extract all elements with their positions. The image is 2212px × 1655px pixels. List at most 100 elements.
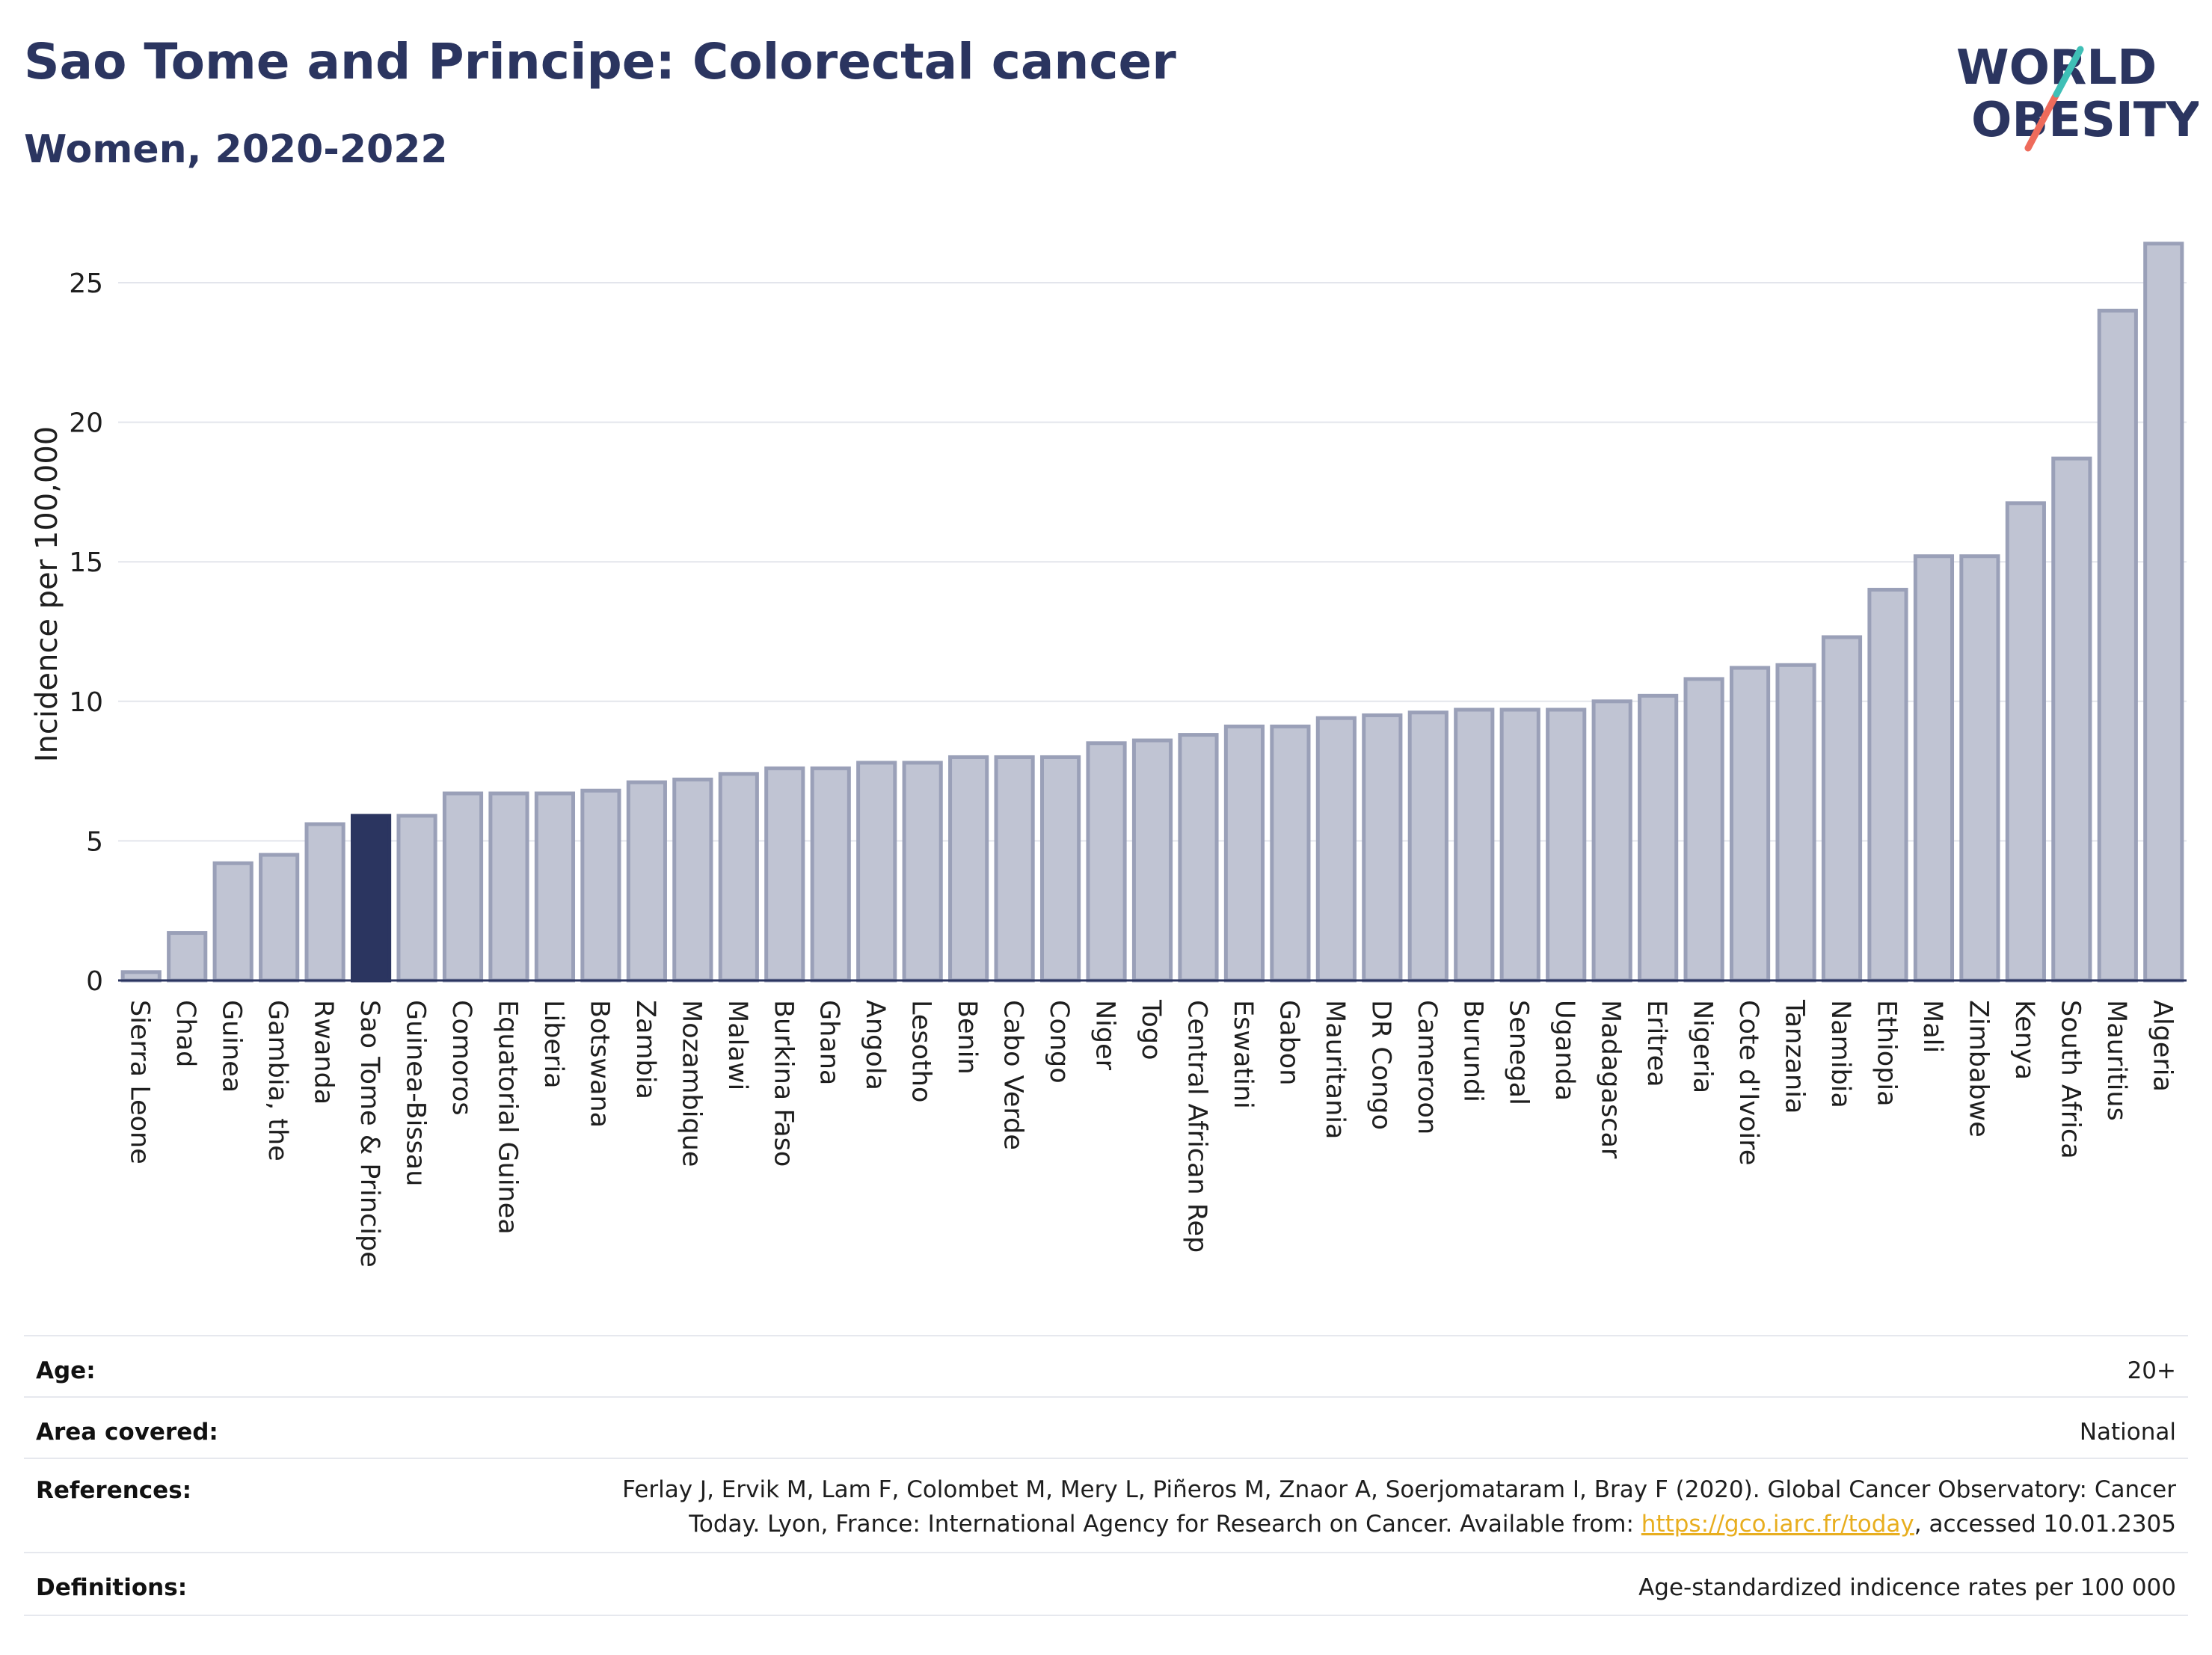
bar	[2143, 242, 2184, 983]
bar	[580, 788, 621, 983]
meta-references-label: References:	[36, 1477, 192, 1504]
x-tick-label: Sierra Leone	[125, 1000, 155, 1164]
reference-link[interactable]: https://gco.iarc.fr/today	[1641, 1511, 1914, 1538]
world-obesity-logo: WORLD OBESITY	[1956, 40, 2199, 152]
x-tick-label: Guinea	[217, 1000, 247, 1093]
bar	[1131, 738, 1173, 983]
x-tick-label: Senegal	[1504, 1000, 1534, 1105]
bar	[1683, 677, 1724, 983]
y-tick-label: 5	[86, 826, 103, 857]
reference-line-2: Today. Lyon, France: International Agenc…	[531, 1507, 2176, 1541]
y-tick-label: 15	[69, 547, 103, 578]
bar	[1959, 554, 2000, 983]
y-tick-label: 10	[69, 687, 103, 718]
bar	[1821, 635, 1863, 983]
x-tick-label: Kenya	[2009, 1000, 2039, 1080]
bar	[2005, 501, 2046, 983]
chart-title: Sao Tome and Principe: Colorectal cancer	[24, 33, 1176, 90]
bar	[1178, 733, 1219, 983]
bar	[304, 822, 345, 983]
bar	[626, 780, 667, 983]
bar	[534, 791, 576, 983]
bar	[167, 931, 208, 983]
x-tick-label: Rwanda	[309, 1000, 339, 1105]
x-tick-label: Gambia, the	[262, 1000, 292, 1161]
bar	[1407, 710, 1448, 983]
x-tick-label: Angola	[860, 1000, 890, 1090]
chart-subtitle: Women, 2020-2022	[24, 127, 448, 172]
x-tick-label: Mauritania	[1320, 1000, 1350, 1139]
x-tick-label: Ghana	[814, 1000, 844, 1085]
x-tick-label: Comoros	[446, 1000, 476, 1116]
bar	[120, 970, 162, 983]
meta-row-area: Area covered: National	[24, 1396, 2188, 1459]
logo-teal-stroke	[2053, 46, 2084, 98]
x-tick-label: Botswana	[584, 1000, 614, 1128]
x-tick-label: Algeria	[2147, 1000, 2177, 1092]
x-tick-label: Central African Rep	[1182, 1000, 1211, 1253]
meta-area-label: Area covered:	[36, 1419, 218, 1446]
bar	[1546, 707, 1587, 983]
bar	[212, 861, 254, 983]
x-tick-label: Benin	[952, 1000, 982, 1075]
reference-line-2-post: , accessed 10.01.2305	[1914, 1511, 2176, 1538]
x-tick-label: Eswatini	[1228, 1000, 1258, 1109]
x-tick-label: Namibia	[1825, 1000, 1855, 1108]
x-tick-label: Cote d'Ivoire	[1733, 1000, 1763, 1165]
bar	[1913, 554, 1955, 983]
x-tick-label: Lesotho	[906, 1000, 936, 1102]
bar	[1499, 707, 1540, 983]
y-tick-label: 20	[69, 408, 103, 439]
x-tick-label: Madagascar	[1596, 1000, 1626, 1159]
bar	[810, 766, 851, 983]
x-tick-label: Burundi	[1457, 1000, 1487, 1102]
x-tick-label: Liberia	[538, 1000, 568, 1089]
bar	[1315, 716, 1357, 983]
x-tick-label: Togo	[1136, 999, 1166, 1060]
meta-area-value: National	[2079, 1419, 2176, 1446]
meta-references-value: Ferlay J, Ervik M, Lam F, Colombet M, Me…	[531, 1473, 2176, 1541]
x-tick-labels: Sierra Leone Chad Guinea Gambia, the Rwanda S…	[125, 999, 2178, 1268]
bar	[856, 761, 897, 983]
bar	[994, 755, 1035, 983]
bar-chart: 0 5 10 15 20 25 Sierra Leone Chad Guinea Gambia,…	[30, 242, 2187, 1268]
bar-highlight	[350, 814, 392, 983]
meta-row-age: Age: 20+	[24, 1335, 2188, 1398]
bar	[1591, 699, 1632, 983]
bar	[1362, 713, 1403, 983]
bar	[1867, 588, 1908, 983]
bar	[764, 766, 805, 983]
x-tick-label: Mali	[1917, 1000, 1947, 1053]
x-tick-label: Guinea-Bissau	[401, 1000, 431, 1186]
x-tick-label: Gabon	[1274, 1000, 1303, 1085]
bar	[902, 761, 943, 983]
x-tick-label: Congo	[1044, 1000, 1074, 1084]
x-tick-label: Uganda	[1549, 1000, 1579, 1101]
x-tick-label: Sao Tome & Principe	[354, 1000, 384, 1268]
bar	[2051, 456, 2092, 983]
y-tick-label: 25	[69, 268, 103, 299]
logo-line1: WORLD	[1956, 40, 2157, 96]
x-tick-label: Mozambique	[676, 1000, 706, 1167]
bar	[1454, 707, 1495, 983]
x-tick-label: South Africa	[2055, 1000, 2085, 1159]
bar	[672, 777, 713, 983]
x-tick-label: Chad	[170, 1000, 200, 1067]
bar	[1039, 755, 1081, 983]
bar	[1223, 724, 1265, 983]
x-tick-label: Zimbabwe	[1963, 1000, 1993, 1137]
bar	[1729, 666, 1771, 983]
x-tick-label: Ethiopia	[1871, 1000, 1901, 1107]
x-tick-label: Burkina Faso	[768, 1000, 798, 1167]
bar	[396, 814, 437, 983]
bar	[1638, 693, 1679, 983]
y-axis-label: Incidence per 100,000	[30, 426, 64, 763]
bar	[718, 772, 759, 983]
bar	[259, 853, 300, 983]
meta-age-value: 20+	[2127, 1357, 2176, 1384]
bar	[1086, 741, 1127, 983]
bar	[442, 791, 484, 983]
meta-age-label: Age:	[36, 1357, 96, 1384]
x-tick-label: Malawi	[722, 1000, 752, 1090]
logo-line2: OBESITY	[1971, 93, 2199, 148]
